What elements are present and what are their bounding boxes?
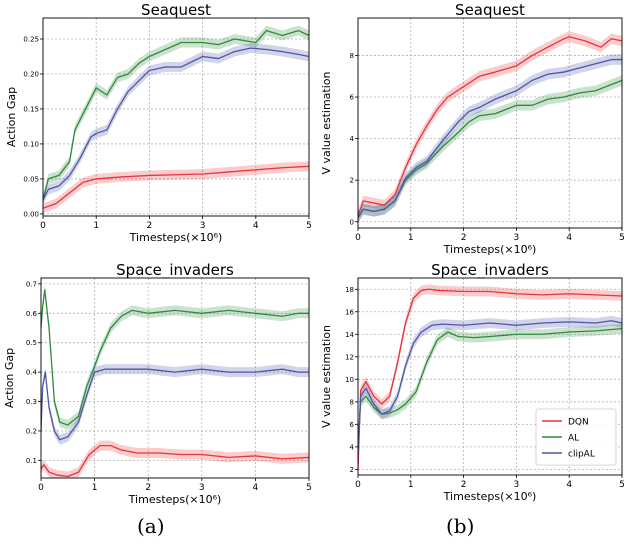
y-tick-label: 0.7 bbox=[26, 280, 37, 288]
y-tick-label: 4 bbox=[350, 443, 355, 451]
x-tick-label: 5 bbox=[306, 483, 312, 493]
series-line-DQN bbox=[41, 444, 309, 478]
y-tick-label: 8 bbox=[350, 52, 354, 60]
legend-label-AL: AL bbox=[568, 434, 579, 444]
x-tick-label: 4 bbox=[566, 233, 572, 243]
y-tick-label: 0.5 bbox=[26, 339, 37, 347]
x-axis-label: Timesteps(×10⁶) bbox=[443, 243, 537, 256]
x-tick-label: 1 bbox=[408, 480, 414, 490]
series-band-clipAL bbox=[358, 54, 622, 223]
x-tick-label: 3 bbox=[200, 221, 206, 231]
x-tick-label: 0 bbox=[38, 483, 44, 493]
y-tick-label: 0.3 bbox=[26, 398, 37, 406]
plot-frame bbox=[42, 17, 310, 217]
series-line-clipAL bbox=[43, 47, 309, 201]
plot-frame bbox=[40, 277, 310, 479]
series-line-AL bbox=[43, 29, 309, 201]
x-tick-label: 4 bbox=[253, 221, 259, 231]
y-tick-label: 12 bbox=[345, 353, 354, 361]
series-line-clipAL bbox=[358, 320, 622, 453]
y-tick-label: 0.15 bbox=[23, 105, 39, 113]
x-tick-label: 0 bbox=[355, 480, 361, 490]
x-tick-label: 1 bbox=[93, 221, 99, 231]
x-tick-label: 1 bbox=[408, 233, 414, 243]
caption-a: (a) bbox=[137, 514, 165, 538]
x-tick-label: 3 bbox=[514, 480, 520, 490]
y-tick-label: 0.05 bbox=[23, 175, 39, 183]
y-tick-label: 0.6 bbox=[26, 310, 38, 318]
x-tick-label: 3 bbox=[199, 483, 205, 493]
chart-4: 0 1 2 3 4 524681012141618Space_invadersTimest… bbox=[320, 261, 624, 503]
chart-title: Seaquest bbox=[455, 1, 525, 19]
y-axis-label: V value estimation bbox=[320, 325, 333, 428]
series-band-DQN bbox=[358, 31, 622, 221]
x-tick-label: 2 bbox=[461, 480, 467, 490]
series-band-AL bbox=[358, 75, 622, 223]
x-tick-label: 4 bbox=[566, 480, 572, 490]
y-tick-label: 0 bbox=[350, 218, 354, 226]
y-tick-label: 0.2 bbox=[26, 427, 37, 435]
y-tick-label: 8 bbox=[350, 398, 354, 406]
x-tick-label: 3 bbox=[514, 233, 520, 243]
y-tick-label: 10 bbox=[345, 376, 354, 384]
legend-label-DQN: DQN bbox=[568, 418, 589, 428]
y-tick-label: 0.00 bbox=[23, 210, 39, 218]
x-tick-label: 0 bbox=[40, 221, 46, 231]
plot-frame bbox=[357, 17, 623, 229]
y-tick-label: 0.20 bbox=[23, 70, 39, 78]
x-tick-label: 5 bbox=[619, 233, 624, 243]
series-line-DQN bbox=[358, 288, 622, 470]
y-tick-label: 2 bbox=[350, 466, 354, 474]
x-axis-label: Timesteps(×10⁶) bbox=[443, 490, 537, 503]
y-tick-label: 2 bbox=[350, 177, 354, 185]
caption-b: (b) bbox=[446, 514, 475, 538]
y-tick-label: 6 bbox=[350, 94, 355, 102]
y-tick-label: 6 bbox=[350, 421, 355, 429]
x-tick-label: 2 bbox=[147, 221, 153, 231]
series-line-clipAL bbox=[358, 58, 622, 218]
x-tick-label: 4 bbox=[253, 483, 259, 493]
series-band-AL bbox=[41, 284, 309, 431]
chart-title: Space_invaders bbox=[431, 261, 549, 280]
legend: DQN AL clipAL bbox=[535, 408, 617, 466]
chart-title: Seaquest bbox=[141, 1, 211, 19]
y-tick-label: 4 bbox=[350, 135, 355, 143]
series-band-DQN bbox=[43, 161, 309, 214]
y-tick-label: 14 bbox=[345, 331, 354, 339]
y-axis-label: V value estimation bbox=[320, 71, 333, 174]
x-tick-label: 2 bbox=[461, 233, 467, 243]
legend-label-clipAL: clipAL bbox=[568, 450, 595, 460]
x-tick-label: 1 bbox=[92, 483, 98, 493]
y-axis-label: Action Gap bbox=[3, 348, 16, 408]
series-line-DQN bbox=[43, 165, 309, 209]
series-line-DQN bbox=[358, 36, 622, 216]
plot-frame bbox=[357, 277, 623, 476]
x-axis-label: Timesteps(×10⁶) bbox=[129, 231, 223, 244]
series-line-AL bbox=[41, 289, 309, 426]
x-tick-label: 2 bbox=[145, 483, 151, 493]
y-tick-label: 0.10 bbox=[23, 140, 39, 148]
chart-2: 0 1 2 3 4 5 0 2 4 6 8 Seaquest Timesteps(×10⁶) V valu… bbox=[320, 1, 624, 256]
series-line-AL bbox=[358, 328, 622, 453]
x-tick-label: 5 bbox=[619, 480, 624, 490]
chart-3: 0 1 2 3 4 5 0.1 0.2 0.3 0.4 0.5 0.6 0.7 Space_invader… bbox=[3, 261, 312, 506]
y-tick-label: 0.25 bbox=[23, 35, 39, 43]
x-tick-label: 0 bbox=[355, 233, 361, 243]
x-axis-label: Timesteps(×10⁶) bbox=[128, 493, 222, 506]
y-axis-label: Action Gap bbox=[5, 87, 18, 147]
chart-title: Space_invaders bbox=[116, 261, 234, 280]
y-tick-label: 0.4 bbox=[26, 369, 38, 377]
y-tick-label: 18 bbox=[345, 286, 354, 294]
x-tick-label: 5 bbox=[306, 221, 312, 231]
y-tick-label: 16 bbox=[345, 308, 354, 316]
series-band-DQN bbox=[41, 440, 309, 478]
chart-1: 0 1 2 3 4 5 0.00 0.05 0.10 0.15 0.20 0.25 Seaquest Ti… bbox=[5, 1, 312, 244]
y-tick-label: 0.1 bbox=[26, 457, 37, 465]
series-line-clipAL bbox=[41, 368, 309, 441]
